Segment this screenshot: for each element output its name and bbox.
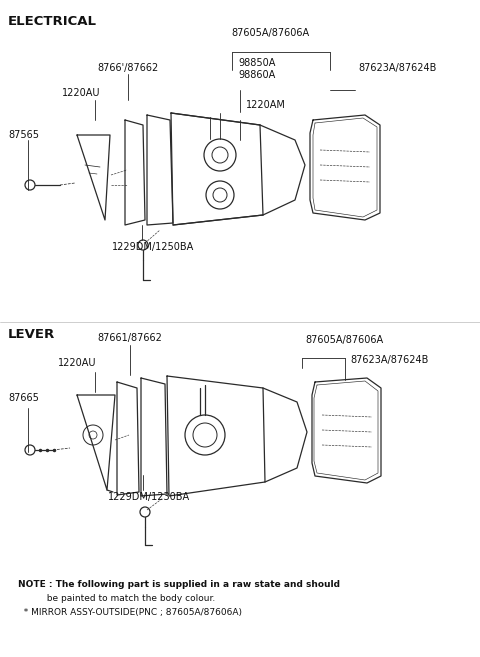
Text: 1220AM: 1220AM	[246, 100, 286, 110]
Text: 1220AU: 1220AU	[62, 88, 100, 98]
Text: 98850A: 98850A	[238, 58, 276, 68]
Text: 87605A/87606A: 87605A/87606A	[231, 28, 309, 38]
Text: ELECTRICAL: ELECTRICAL	[8, 15, 97, 28]
Text: 87605A/87606A: 87605A/87606A	[305, 335, 383, 345]
Text: LEVER: LEVER	[8, 328, 55, 341]
Text: 1229DM/1230BA: 1229DM/1230BA	[108, 492, 190, 502]
Text: be painted to match the body colour.: be painted to match the body colour.	[18, 594, 215, 603]
Text: 87661/87662: 87661/87662	[97, 333, 162, 343]
Text: NOTE : The following part is supplied in a raw state and should: NOTE : The following part is supplied in…	[18, 580, 340, 589]
Text: 8766'/87662: 8766'/87662	[97, 63, 158, 73]
Text: 98860A: 98860A	[238, 70, 275, 80]
Text: * MIRROR ASSY-OUTSIDE(PNC ; 87605A/87606A): * MIRROR ASSY-OUTSIDE(PNC ; 87605A/87606…	[18, 608, 242, 617]
Text: 1220AU: 1220AU	[58, 358, 96, 368]
Text: 87565: 87565	[8, 130, 39, 140]
Text: 87665: 87665	[8, 393, 39, 403]
Text: 87623A/87624B: 87623A/87624B	[350, 355, 428, 365]
Text: 1229DM/1250BA: 1229DM/1250BA	[112, 242, 194, 252]
Text: 87623A/87624B: 87623A/87624B	[358, 63, 436, 73]
